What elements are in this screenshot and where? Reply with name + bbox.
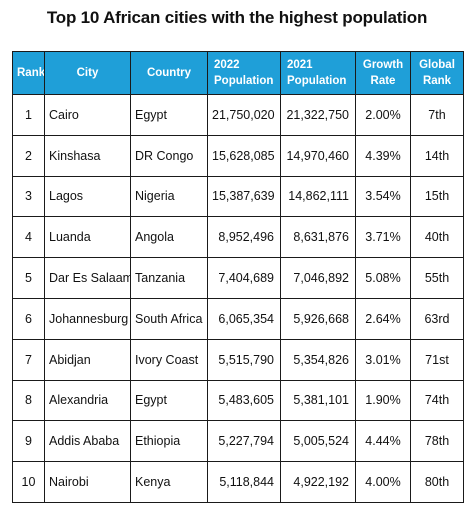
- cell-2021-population: 7,046,892: [280, 257, 356, 299]
- cell-city: Alexandria: [44, 379, 131, 422]
- cell-rank: 6: [12, 297, 45, 340]
- table-body: 1 Cairo Egypt 21,750,020 21,322,750 2.00% 7th 2…: [12, 94, 464, 503]
- table-row: 6 Johannesburg South Africa 6,065,354 5,926,…: [12, 297, 464, 340]
- page-title: Top 10 African cities with the highest p…: [46, 8, 428, 27]
- cell-rank: 7: [12, 338, 45, 381]
- header-row: Rank City Country 2022 Population 2021 P…: [12, 51, 464, 95]
- cell-global-rank: 40th: [410, 216, 464, 259]
- cell-growth-rate: 2.00%: [355, 94, 411, 136]
- cell-2021-population: 5,005,524: [280, 420, 356, 463]
- cell-2022-population: 8,952,496: [207, 216, 281, 259]
- cell-country: Kenya: [130, 461, 208, 503]
- cell-global-rank: 55th: [410, 257, 464, 299]
- cell-2021-population: 5,926,668: [280, 297, 356, 340]
- cell-2021-population: 5,354,826: [280, 338, 356, 381]
- cell-country: Angola: [130, 216, 208, 259]
- cell-2021-population: 14,862,111: [280, 175, 356, 218]
- cell-city: Dar Es Salaam: [44, 257, 131, 299]
- cell-country: DR Congo: [130, 134, 208, 177]
- cell-city: Abidjan: [44, 338, 131, 381]
- header-country: Country: [130, 51, 208, 95]
- header-2022-line2: Population: [214, 75, 274, 87]
- cell-rank: 10: [12, 461, 45, 503]
- cell-rank: 4: [12, 216, 45, 259]
- header-2022-population: 2022 Population: [207, 51, 281, 95]
- header-growth-rate: Growth Rate: [355, 51, 411, 95]
- cell-2022-population: 15,628,085: [207, 134, 281, 177]
- cell-2021-population: 21,322,750: [280, 94, 356, 136]
- cell-2022-population: 5,227,794: [207, 420, 281, 463]
- cell-global-rank: 78th: [410, 420, 464, 463]
- table-row: 10 Nairobi Kenya 5,118,844 4,922,192 4.00% 80t…: [12, 461, 464, 503]
- cell-2021-population: 5,381,101: [280, 379, 356, 422]
- cell-country: South Africa: [130, 297, 208, 340]
- cell-global-rank: 80th: [410, 461, 464, 503]
- cell-rank: 8: [12, 379, 45, 422]
- cell-rank: 2: [12, 134, 45, 177]
- cell-growth-rate: 2.64%: [355, 297, 411, 340]
- cell-country: Egypt: [130, 379, 208, 422]
- cell-2022-population: 5,515,790: [207, 338, 281, 381]
- cell-rank: 1: [12, 94, 45, 136]
- cell-growth-rate: 4.39%: [355, 134, 411, 177]
- cell-growth-rate: 1.90%: [355, 379, 411, 422]
- cell-growth-rate: 4.44%: [355, 420, 411, 463]
- table-row: 1 Cairo Egypt 21,750,020 21,322,750 2.00% 7th: [12, 94, 464, 136]
- cell-global-rank: 71st: [410, 338, 464, 381]
- cell-city: Lagos: [44, 175, 131, 218]
- table-row: 7 Abidjan Ivory Coast 5,515,790 5,354,826 3.0…: [12, 338, 464, 381]
- header-rank: Rank: [12, 51, 45, 95]
- cell-country: Egypt: [130, 94, 208, 136]
- cell-growth-rate: 4.00%: [355, 461, 411, 503]
- header-global-rank: Global Rank: [410, 51, 464, 95]
- cell-growth-rate: 3.71%: [355, 216, 411, 259]
- table-row: 8 Alexandria Egypt 5,483,605 5,381,101 1.90% 7…: [12, 379, 464, 422]
- cell-city: Cairo: [44, 94, 131, 136]
- cell-2022-population: 5,483,605: [207, 379, 281, 422]
- header-growth-line1: Growth: [362, 59, 404, 71]
- cell-rank: 3: [12, 175, 45, 218]
- cell-growth-rate: 3.01%: [355, 338, 411, 381]
- cell-country: Nigeria: [130, 175, 208, 218]
- cell-2021-population: 4,922,192: [280, 461, 356, 503]
- cell-rank: 9: [12, 420, 45, 463]
- table-row: 4 Luanda Angola 8,952,496 8,631,876 3.71% 40th: [12, 216, 464, 259]
- cell-2022-population: 21,750,020: [207, 94, 281, 136]
- cell-country: Tanzania: [130, 257, 208, 299]
- cell-2021-population: 14,970,460: [280, 134, 356, 177]
- cell-country: Ethiopia: [130, 420, 208, 463]
- header-2021-line1: 2021: [287, 59, 313, 71]
- population-table: Rank City Country 2022 Population 2021 P…: [12, 51, 464, 503]
- cell-city: Addis Ababa: [44, 420, 131, 463]
- cell-city: Johannesburg: [44, 297, 131, 340]
- header-2022-line1: 2022: [214, 59, 240, 71]
- table-row: 9 Addis Ababa Ethiopia 5,227,794 5,005,524 4.…: [12, 420, 464, 463]
- header-global-line2: Rank: [422, 75, 452, 87]
- cell-2022-population: 7,404,689: [207, 257, 281, 299]
- cell-rank: 5: [12, 257, 45, 299]
- cell-city: Kinshasa: [44, 134, 131, 177]
- cell-global-rank: 63rd: [410, 297, 464, 340]
- header-growth-line2: Rate: [370, 75, 396, 87]
- cell-city: Luanda: [44, 216, 131, 259]
- header-global-line1: Global: [419, 59, 455, 71]
- table-row: 3 Lagos Nigeria 15,387,639 14,862,111 3.54% 15…: [12, 175, 464, 218]
- cell-country: Ivory Coast: [130, 338, 208, 381]
- header-2021-population: 2021 Population: [280, 51, 356, 95]
- cell-2022-population: 15,387,639: [207, 175, 281, 218]
- cell-global-rank: 15th: [410, 175, 464, 218]
- table-row: 2 Kinshasa DR Congo 15,628,085 14,970,460 4.3…: [12, 134, 464, 177]
- cell-growth-rate: 3.54%: [355, 175, 411, 218]
- cell-global-rank: 74th: [410, 379, 464, 422]
- cell-2021-population: 8,631,876: [280, 216, 356, 259]
- cell-city: Nairobi: [44, 461, 131, 503]
- cell-2022-population: 5,118,844: [207, 461, 281, 503]
- cell-global-rank: 14th: [410, 134, 464, 177]
- header-2021-line2: Population: [287, 75, 347, 87]
- table-row: 5 Dar Es Salaam Tanzania 7,404,689 7,046,892…: [12, 257, 464, 299]
- cell-growth-rate: 5.08%: [355, 257, 411, 299]
- cell-global-rank: 7th: [410, 94, 464, 136]
- header-city: City: [44, 51, 131, 95]
- cell-2022-population: 6,065,354: [207, 297, 281, 340]
